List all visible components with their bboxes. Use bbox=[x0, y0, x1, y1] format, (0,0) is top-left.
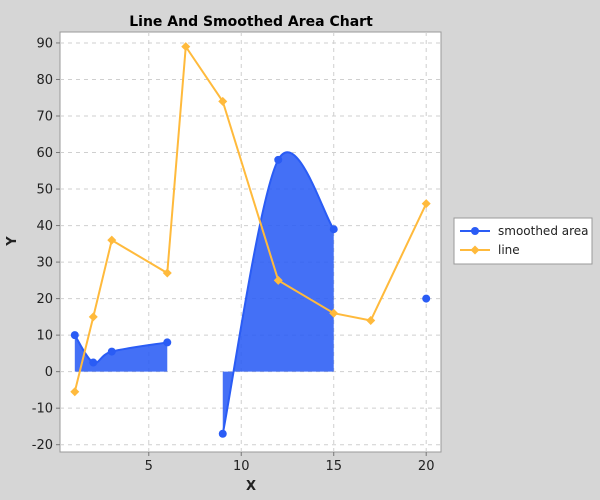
legend-label-smoothed-area: smoothed area bbox=[498, 224, 589, 238]
area-point bbox=[70, 331, 79, 340]
area-fill-segment bbox=[222, 152, 334, 434]
y-tick-label: 20 bbox=[36, 292, 53, 307]
legend-label-line: line bbox=[498, 243, 520, 257]
line-point bbox=[88, 312, 98, 322]
x-tick-label: 5 bbox=[145, 459, 153, 474]
x-axis-title: X bbox=[246, 479, 256, 494]
x-tick-label: 10 bbox=[233, 459, 250, 474]
y-tick-label: 90 bbox=[36, 36, 53, 51]
y-tick-label: -20 bbox=[32, 438, 53, 453]
smoothed-area-fill bbox=[73, 151, 335, 434]
y-tick-label: 60 bbox=[36, 146, 53, 161]
legend-box bbox=[453, 217, 593, 265]
y-tick-label: 10 bbox=[36, 329, 53, 344]
y-axis-title: Y bbox=[5, 236, 20, 247]
legend-marker-smoothed-area bbox=[471, 227, 479, 235]
data-markers bbox=[70, 42, 431, 438]
area-outline-segment bbox=[73, 334, 168, 364]
area-point bbox=[218, 429, 227, 438]
line-series bbox=[73, 43, 428, 392]
y-tick-label: -10 bbox=[32, 402, 53, 417]
x-tick-label: 20 bbox=[418, 459, 435, 474]
line-point bbox=[181, 42, 191, 52]
y-tick-label: 80 bbox=[36, 73, 53, 88]
area-point bbox=[163, 338, 172, 347]
x-tick-label: 15 bbox=[325, 459, 342, 474]
chart-title: Line And Smoothed Area Chart bbox=[129, 14, 373, 30]
y-tick-label: 70 bbox=[36, 110, 53, 125]
area-point bbox=[89, 358, 98, 367]
area-point bbox=[329, 225, 338, 234]
tick-labels: 5 10 15 20 -20 -10 0 10 20 30 40 50 60 70 80 90 bbox=[32, 36, 435, 474]
line-point bbox=[366, 316, 376, 326]
area-point bbox=[274, 155, 283, 164]
y-tick-label: 0 bbox=[45, 365, 53, 380]
y-tick-label: 50 bbox=[36, 183, 53, 198]
line-point bbox=[162, 268, 172, 278]
line-path bbox=[73, 43, 428, 392]
line-point bbox=[273, 275, 283, 285]
line-point bbox=[218, 96, 228, 106]
area-outline-segment bbox=[221, 151, 335, 434]
legend-marker-line bbox=[470, 245, 480, 255]
line-point bbox=[421, 199, 431, 209]
line-point bbox=[107, 235, 117, 245]
area-point bbox=[107, 347, 116, 356]
legend: smoothed area line bbox=[453, 217, 593, 265]
line-point bbox=[70, 387, 80, 397]
area-point bbox=[422, 294, 431, 303]
line-point bbox=[329, 308, 339, 318]
y-tick-label: 30 bbox=[36, 256, 53, 271]
y-tick-label: 40 bbox=[36, 219, 53, 234]
plot-area bbox=[59, 31, 442, 453]
